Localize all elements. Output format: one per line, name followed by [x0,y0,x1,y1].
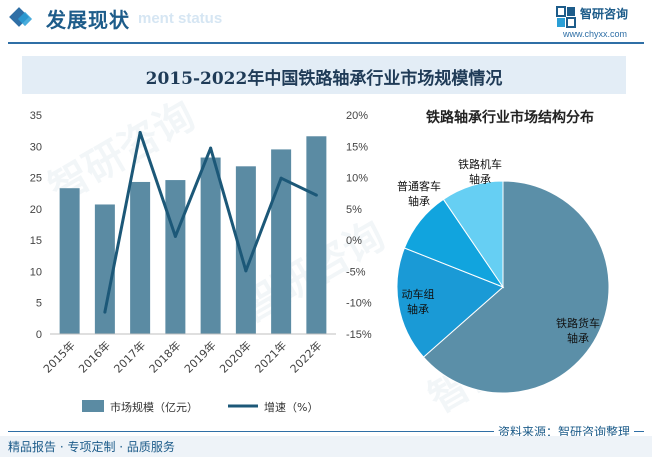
x-tick-label: 2021年 [252,338,289,375]
pie-label: 铁路机车轴承 [458,157,502,186]
y-tick-label: 5 [36,298,42,310]
brand-name: 智研咨询 [580,7,629,21]
y2-tick-label: 15% [346,141,368,153]
y-tick-label: 0 [36,329,42,341]
chart-title-bar: 2015-2022年中国铁路轴承行业市场规模情况 [22,56,626,94]
pie-slice [396,247,504,358]
legend-bar-label: 市场规模（亿元） [110,400,198,414]
y2-tick-label: -15% [346,329,372,341]
x-tick-label: 2016年 [76,338,113,375]
growth-point [209,146,213,150]
growth-point [138,131,142,135]
header-divider [8,42,644,44]
data-source: 资料来源：智研咨询整理 [493,423,634,440]
brand-logo-icon [556,6,576,28]
x-tick-label: 2019年 [181,338,218,375]
growth-point [173,234,177,238]
growth-point [103,310,107,314]
growth-point [314,193,318,197]
y-tick-label: 15 [30,235,42,247]
bar [94,204,115,334]
y2-tick-label: 20% [346,110,368,122]
x-tick-label: 2017年 [111,338,148,375]
pie-slice [442,180,504,289]
pie-slice [422,180,610,394]
x-tick-label: 2015年 [40,338,77,375]
pie-label: 动车组轴承 [402,287,435,316]
service-slogan: 精品报告 · 专项定制 · 品质服务 [8,440,175,454]
bar [59,188,80,334]
pie-title: 铁路轴承行业市场结构分布 [426,110,594,126]
section-header: 发展现状 ment status 智研咨询 www.chyxx.com [0,0,652,42]
section-subtitle: ment status [138,10,223,27]
bar [271,149,292,334]
y-tick-label: 25 [30,173,42,185]
y-tick-label: 35 [30,110,42,122]
x-tick-label: 2022年 [287,338,324,375]
x-tick-label: 2020年 [217,338,254,375]
pie-label: 普通客车轴承 [397,179,441,208]
section-title: 发展现状 [46,8,130,32]
bar [130,181,151,334]
bar [306,136,327,334]
bar [200,157,221,334]
y2-tick-label: 10% [346,173,368,185]
pie-label: 铁路货车轴承 [556,316,600,345]
y-tick-label: 10 [30,266,42,278]
growth-point [244,269,248,273]
y-tick-label: 20 [30,204,42,216]
legend-line-label: 增速（%） [264,400,318,414]
legend-bar-swatch [82,400,104,412]
y2-tick-label: 0% [346,235,362,247]
brand-url[interactable]: www.chyxx.com [563,29,628,39]
x-tick-label: 2018年 [146,338,183,375]
bar [235,166,256,334]
y2-tick-label: -5% [346,266,366,278]
y2-tick-label: 5% [346,204,362,216]
y-tick-label: 30 [30,141,42,153]
bar [165,180,186,334]
footer-divider [8,431,644,432]
chart-title: 2015-2022年中国铁路轴承行业市场规模情况 [145,69,503,89]
bottom-bar: 精品报告 · 专项定制 · 品质服务 [0,436,652,457]
y2-tick-label: -10% [346,298,372,310]
growth-point [279,176,283,180]
